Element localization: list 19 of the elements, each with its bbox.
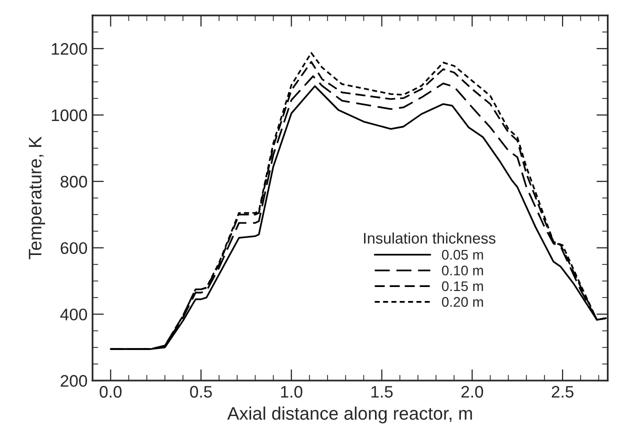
x-tick-label: 1.0: [281, 386, 302, 398]
legend-label: 0.15 m: [442, 281, 483, 292]
x-tick-label: 2.0: [461, 386, 484, 398]
y-axis-title: Temperature, K: [28, 136, 46, 260]
y-tick-label: 800: [60, 176, 88, 188]
x-axis-title: Axial distance along reactor, m: [227, 406, 472, 424]
legend-label: 0.20 m: [442, 297, 483, 307]
x-tick-label: 2.5: [552, 386, 574, 398]
y-tick-label: 200: [60, 375, 88, 387]
legend-title: Insulation thickness: [364, 232, 496, 244]
legend-label: 0.10 m: [442, 266, 483, 276]
y-tick-label: 1000: [52, 109, 88, 122]
legend-label: 0.05 m: [442, 250, 483, 260]
y-tick-label: 600: [60, 242, 88, 254]
x-tick-label: 0.0: [100, 386, 122, 398]
y-tick-label: 400: [60, 308, 88, 320]
x-tick-label: 1.5: [371, 386, 393, 398]
y-tick-label: 1200: [52, 43, 88, 55]
x-tick-label: 0.5: [190, 386, 212, 398]
